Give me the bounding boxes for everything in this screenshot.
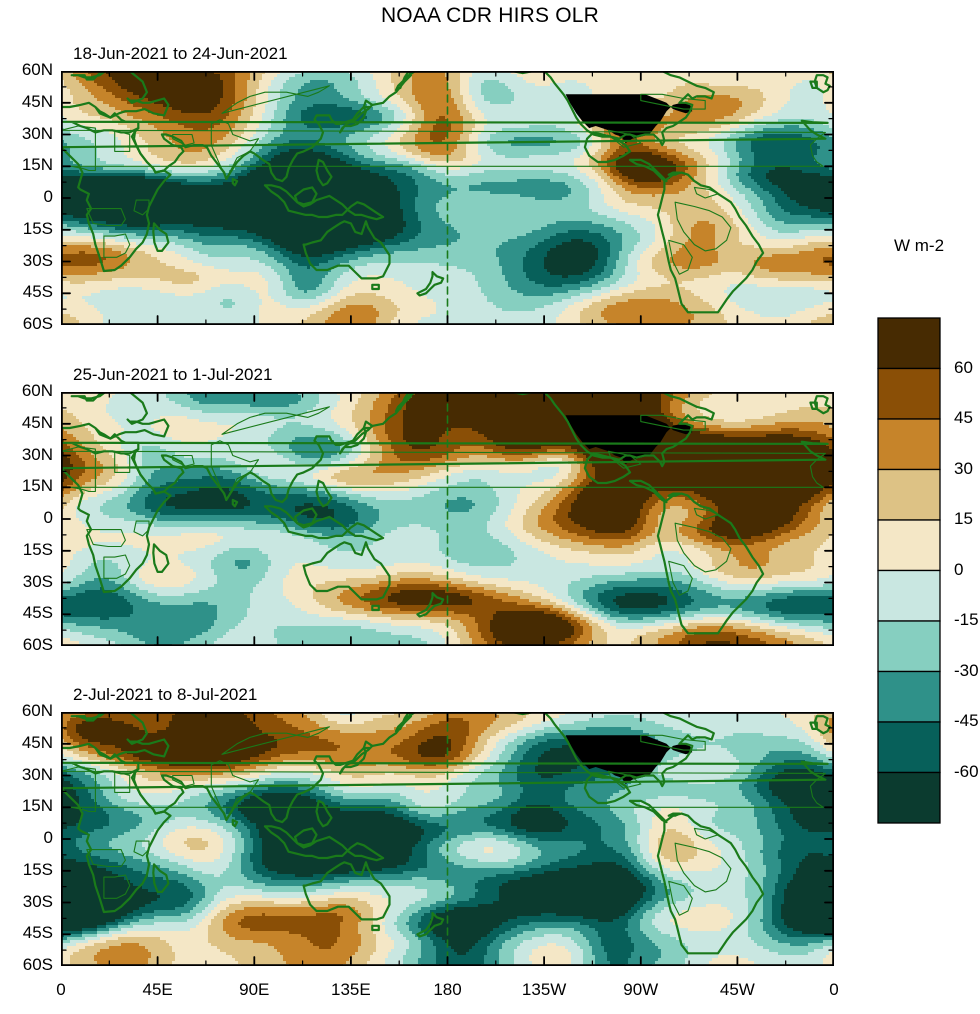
lon-tick-label: 45E [142, 980, 173, 999]
lon-tick-label: 90E [239, 980, 270, 999]
lat-tick-label: 0 [43, 187, 53, 206]
figure-title: NOAA CDR HIRS OLR [380, 4, 600, 27]
lon-tick-label: 90W [623, 980, 659, 999]
lat-tick-label: 60S [22, 635, 53, 654]
lat-tick-label: 30S [22, 250, 53, 270]
colorbar-band [877, 367, 941, 420]
lat-tick-label: 45S [22, 282, 53, 302]
colorbar-tick-label: -60 [954, 761, 979, 781]
colorbar-tick-label: 0 [954, 559, 964, 579]
colorbar-band [877, 317, 941, 370]
colorbar-band [877, 519, 941, 572]
lat-tick-label: 15S [22, 859, 53, 879]
lat-tick-label: 60N [21, 701, 53, 720]
colorbar-tick-label: 45 [954, 408, 973, 427]
lat-tick-label: 15N [21, 155, 53, 175]
lon-tick-label: 45W [719, 980, 755, 999]
lat-tick-label: 60N [21, 381, 53, 400]
lon-tick-label: 135W [521, 980, 567, 999]
lat-tick-label: 30N [21, 123, 53, 143]
map-panel-1 [61, 71, 834, 325]
map-panel-3 [61, 712, 834, 966]
panel-title-2: 25-Jun-2021 to 1-Jul-2021 [73, 365, 273, 384]
lat-tick-label: 0 [43, 508, 53, 527]
olr-field-3 [61, 712, 834, 966]
olr-field-1 [61, 71, 834, 325]
lat-tick-label: 15S [22, 539, 53, 559]
lon-tick-label: 0 [56, 980, 66, 999]
lat-tick-label: 15N [21, 476, 53, 496]
lat-tick-label: 45S [22, 603, 53, 623]
lat-tick-label: 15S [22, 218, 53, 238]
colorbar-band [877, 620, 941, 673]
colorbar-tick-label: -30 [954, 660, 979, 680]
lat-tick-label: 30S [22, 891, 53, 911]
lon-tick-label: 135E [331, 980, 371, 999]
colorbar-band [877, 721, 941, 774]
colorbar-band [877, 468, 941, 521]
colorbar-band [877, 670, 941, 723]
lat-tick-label: 30S [22, 571, 53, 591]
lon-tick-label: 0 [829, 980, 839, 999]
colorbar-unit-label: W m-2 [894, 236, 945, 255]
olr-field-2 [61, 392, 834, 646]
lat-tick-label: 60N [21, 60, 53, 79]
colorbar-band [877, 418, 941, 471]
colorbar-tick-label: 15 [954, 509, 973, 528]
colorbar-tick-label: 30 [954, 458, 973, 478]
lat-tick-label: 45N [21, 732, 53, 752]
lon-tick-label: 180 [433, 980, 462, 999]
map-panel-2 [61, 392, 834, 646]
colorbar [877, 317, 941, 824]
lat-tick-label: 60S [22, 955, 53, 974]
lat-tick-label: 60S [22, 314, 53, 333]
lat-tick-label: 45N [21, 412, 53, 432]
lat-tick-label: 15N [21, 796, 53, 816]
colorbar-tick-label: -45 [954, 711, 979, 730]
lat-tick-label: 30N [21, 764, 53, 784]
colorbar-band [877, 771, 941, 824]
colorbar-tick-label: -15 [954, 610, 979, 629]
panel-title-1: 18-Jun-2021 to 24-Jun-2021 [73, 44, 288, 63]
lat-tick-label: 45S [22, 923, 53, 943]
lat-tick-label: 45N [21, 91, 53, 111]
lat-tick-label: 30N [21, 444, 53, 464]
lat-tick-label: 0 [43, 828, 53, 847]
colorbar-band [877, 569, 941, 622]
colorbar-tick-label: 60 [954, 357, 973, 377]
panel-title-3: 2-Jul-2021 to 8-Jul-2021 [73, 685, 258, 704]
